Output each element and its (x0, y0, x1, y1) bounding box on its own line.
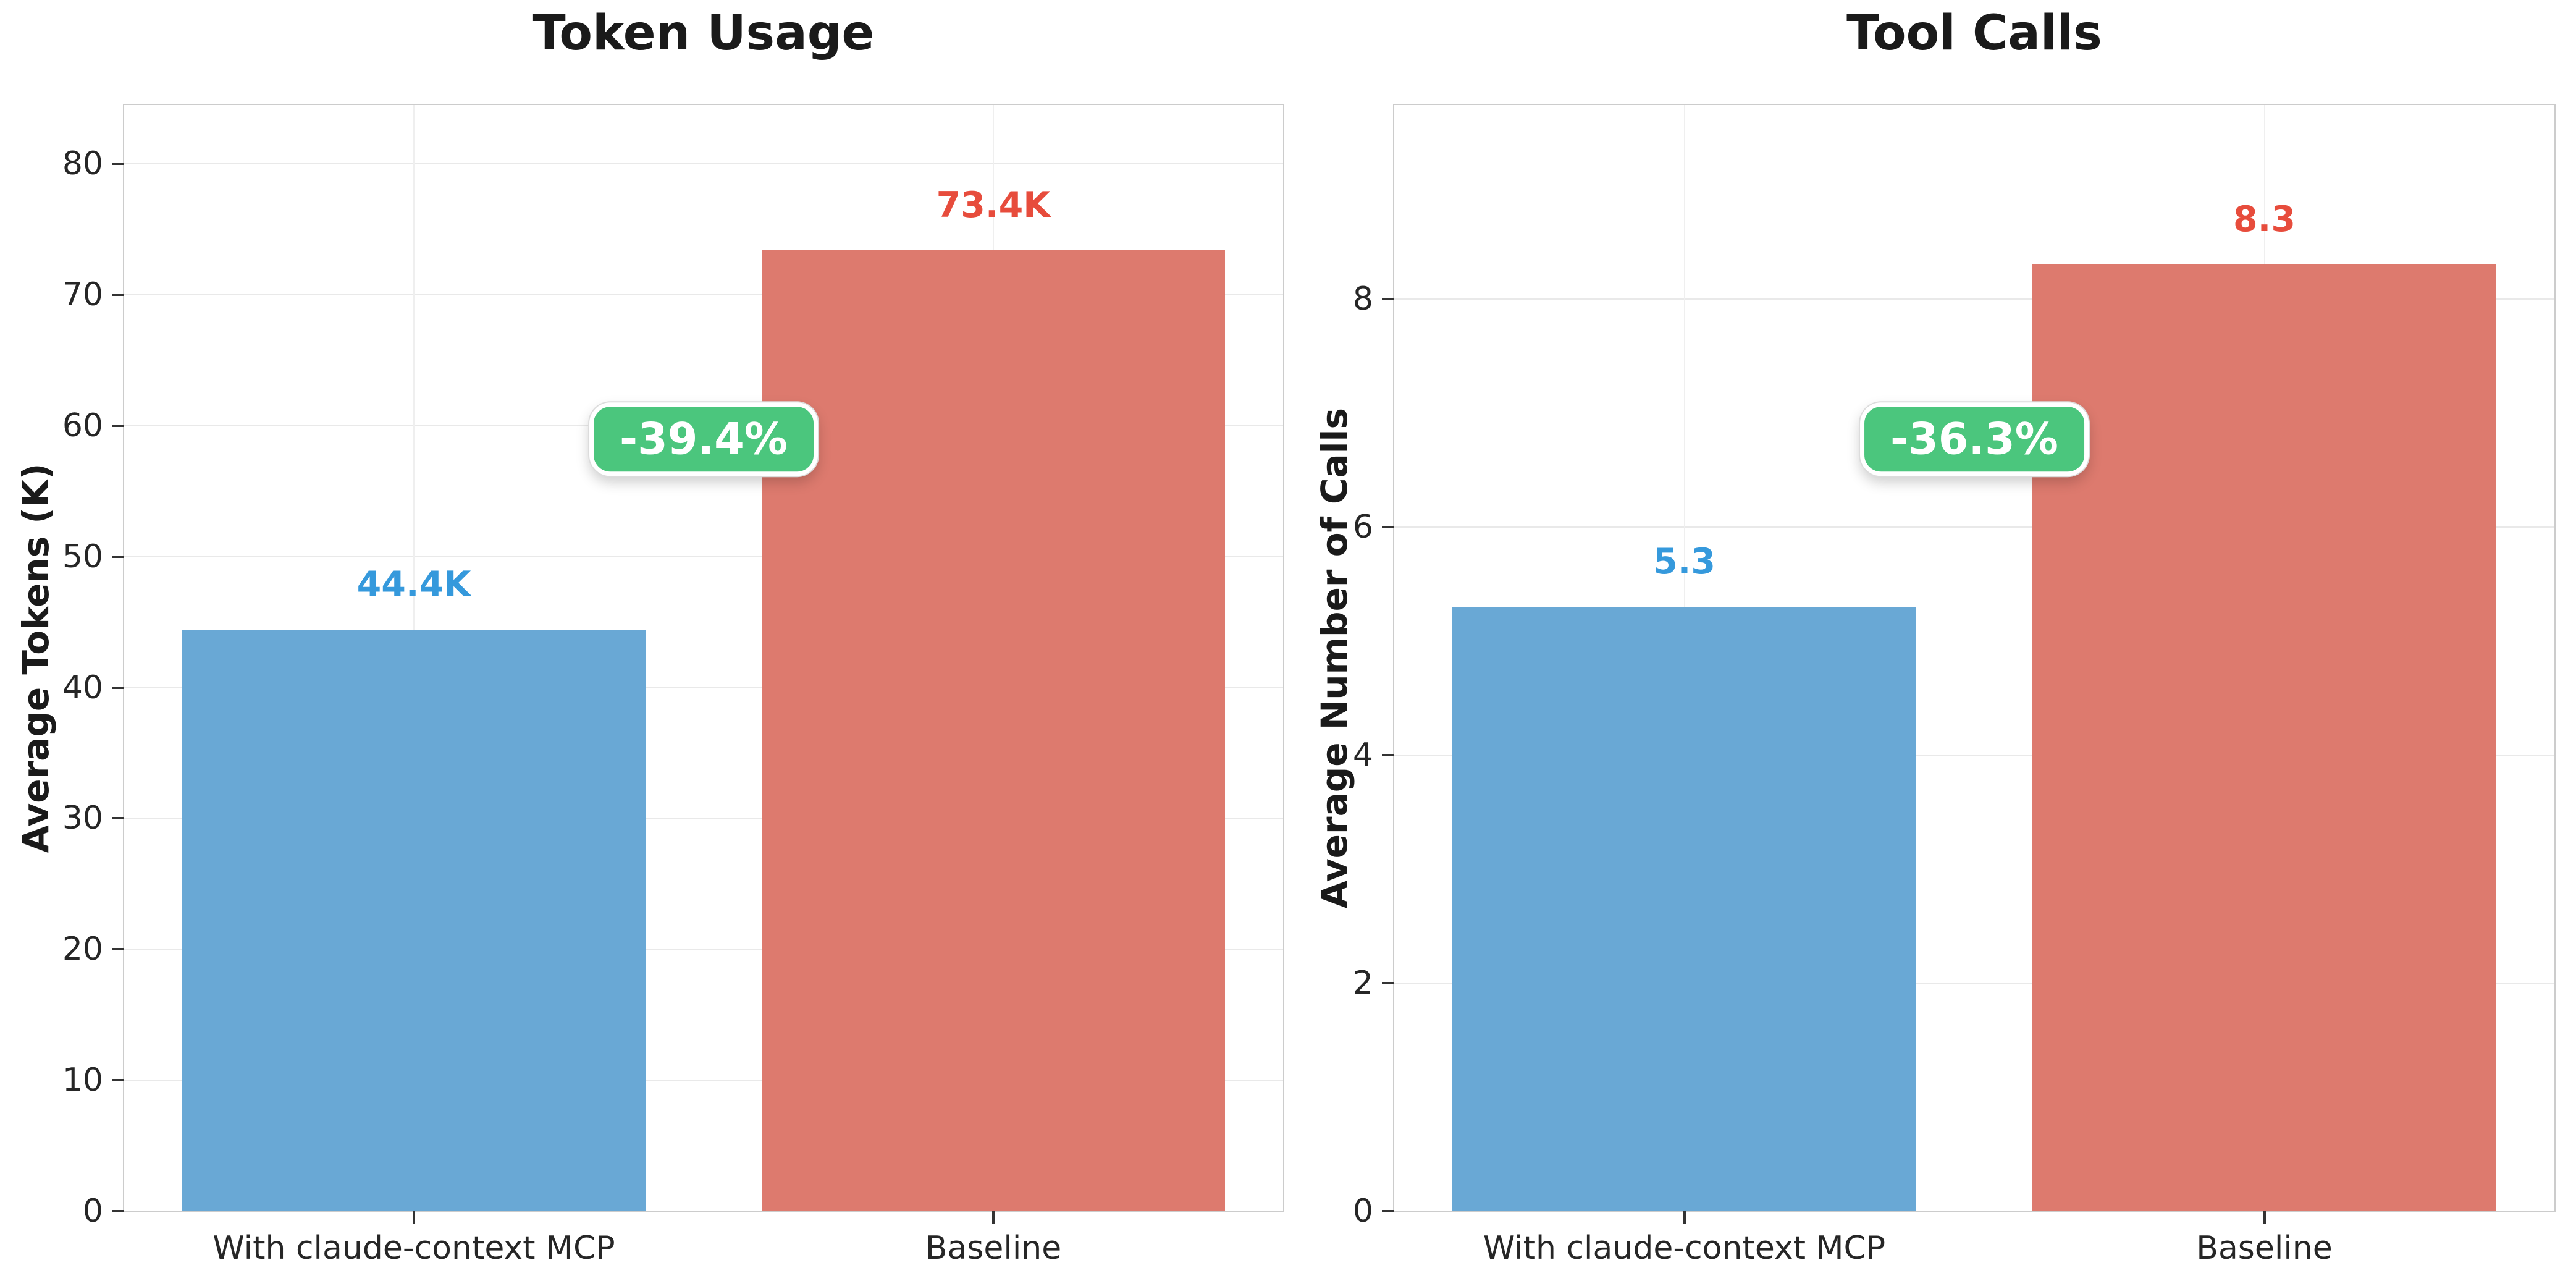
token-usage-plot-area: 44.4K 73.4K 0 10 20 30 40 50 60 70 80 With claude-… (62, 104, 1284, 1264)
y-tick-label: 70 (62, 276, 103, 314)
tool-calls-axis-ticks: 0 2 4 6 8 With claude-context MCP Baseline (1353, 105, 2554, 1264)
horizontal-gridline (1394, 298, 2554, 300)
y-tick-label: 20 (62, 931, 103, 968)
y-tick-label: 40 (62, 669, 103, 706)
y-tick-mark (112, 424, 124, 427)
x-tick-label: Baseline (925, 1230, 1062, 1267)
x-tick-mark (2263, 1211, 2266, 1224)
y-tick-label: 10 (62, 1062, 103, 1099)
y-tick-mark (112, 686, 124, 689)
y-tick-mark (112, 294, 124, 297)
y-tick-mark (1382, 525, 1394, 528)
y-tick-label: 4 (1352, 736, 1373, 774)
bar-value-label: 73.4K (936, 185, 1051, 226)
bar-with-mcp (182, 630, 646, 1211)
y-tick-label: 30 (62, 800, 103, 837)
y-tick-mark (1382, 1210, 1394, 1212)
y-tick-mark (112, 1210, 124, 1212)
y-tick-label: 8 (1352, 280, 1373, 318)
vertical-gridline (2263, 105, 2265, 1211)
token-usage-bars: 44.4K 73.4K (124, 105, 1283, 1211)
tool-calls-reduction-badge: -36.3% (1860, 402, 2089, 476)
vertical-gridline (993, 105, 994, 1211)
horizontal-gridline (124, 294, 1283, 296)
horizontal-gridline (124, 687, 1283, 688)
left-y-axis-label: Average Tokens (K) (15, 463, 57, 853)
tool-calls-plot-area: 5.3 8.3 0 2 4 6 8 With claude-context MCP Basel… (1353, 104, 2556, 1264)
horizontal-gridline (124, 1080, 1283, 1081)
y-tick-mark (112, 1079, 124, 1082)
x-tick-label: Baseline (2196, 1230, 2333, 1267)
x-tick-label: With claude-context MCP (1483, 1230, 1886, 1267)
tool-calls-gridlines (1394, 105, 2554, 1211)
y-tick-label: 60 (62, 407, 103, 444)
horizontal-gridline (124, 949, 1283, 950)
x-tick-mark (992, 1211, 995, 1224)
vertical-gridline (1683, 105, 1685, 1211)
y-tick-label: 6 (1352, 508, 1373, 546)
y-tick-mark (112, 555, 124, 558)
y-tick-label: 80 (62, 145, 103, 183)
right-y-axis-label: Average Number of Calls (1313, 408, 1355, 908)
vertical-gridline (413, 105, 415, 1211)
y-tick-label: 0 (82, 1193, 103, 1230)
y-tick-mark (112, 948, 124, 951)
horizontal-gridline (1394, 526, 2554, 528)
token-usage-gridlines (124, 105, 1283, 1211)
y-tick-label: 50 (62, 538, 103, 575)
y-tick-mark (112, 163, 124, 166)
right-chart-title: Tool Calls (1846, 6, 2102, 61)
horizontal-gridline (1394, 982, 2554, 984)
horizontal-gridline (124, 818, 1283, 819)
bar-value-label: 8.3 (2233, 199, 2296, 240)
x-tick-mark (1683, 1211, 1686, 1224)
horizontal-gridline (1394, 754, 2554, 756)
bar-baseline (2032, 264, 2497, 1211)
y-tick-mark (1382, 753, 1394, 756)
token-usage-reduction-badge: -39.4% (589, 402, 818, 476)
x-tick-label: With claude-context MCP (213, 1230, 615, 1267)
tool-calls-bars: 5.3 8.3 (1394, 105, 2554, 1211)
bar-baseline (761, 250, 1226, 1211)
horizontal-gridline (124, 163, 1283, 165)
bar-with-mcp (1452, 606, 1917, 1211)
token-usage-axis-ticks: 0 10 20 30 40 50 60 70 80 With claude-context MCP… (62, 105, 1283, 1264)
y-tick-mark (112, 817, 124, 820)
left-chart-title: Token Usage (532, 6, 875, 61)
y-tick-mark (1382, 981, 1394, 984)
horizontal-gridline (124, 556, 1283, 557)
bar-value-label: 5.3 (1653, 541, 1715, 582)
y-tick-label: 0 (1352, 1193, 1373, 1230)
bar-value-label: 44.4K (356, 564, 471, 606)
y-tick-mark (1382, 297, 1394, 300)
x-tick-mark (413, 1211, 415, 1224)
y-tick-label: 2 (1352, 964, 1373, 1002)
